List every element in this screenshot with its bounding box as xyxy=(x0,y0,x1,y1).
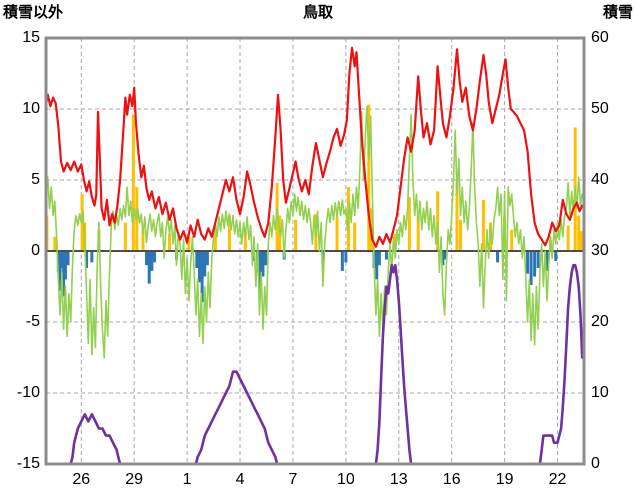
left-axis-tick-label: 15 xyxy=(22,29,40,46)
right-axis-tick-label: 50 xyxy=(591,100,609,117)
left-axis-tick-label: 10 xyxy=(22,100,40,117)
left-axis-tick-label: 5 xyxy=(31,171,40,188)
chart-title: 鳥取 xyxy=(302,4,333,21)
right-axis-tick-label: 40 xyxy=(591,171,609,188)
x-axis-tick-label: 10 xyxy=(336,471,355,488)
left-axis-tick-label: -10 xyxy=(16,384,40,401)
left-axis-tick-label: -5 xyxy=(25,313,40,330)
right-axis-title: 積雪 xyxy=(602,4,633,21)
right-axis-tick-label: 30 xyxy=(591,242,609,259)
right-axis-tick-label: 0 xyxy=(591,455,600,472)
left-axis-tick-label: -15 xyxy=(16,455,40,472)
x-axis-tick-label: 1 xyxy=(182,471,192,488)
x-axis-tick-label: 7 xyxy=(288,471,298,488)
x-axis-tick-label: 26 xyxy=(72,471,91,488)
x-axis-tick-label: 16 xyxy=(442,471,461,488)
left-axis-tick-label: 0 xyxy=(31,242,40,259)
x-axis-tick-label: 29 xyxy=(125,471,144,488)
x-axis-tick-label: 22 xyxy=(548,471,567,488)
right-axis-tick-label: 60 xyxy=(591,29,609,46)
x-axis-tick-label: 13 xyxy=(389,471,408,488)
x-axis-tick-label: 19 xyxy=(495,471,514,488)
left-axis-title: 積雪以外 xyxy=(3,4,64,21)
x-axis-tick-label: 4 xyxy=(235,471,245,488)
right-axis-tick-label: 10 xyxy=(591,384,609,401)
right-axis-tick-label: 20 xyxy=(591,313,609,330)
